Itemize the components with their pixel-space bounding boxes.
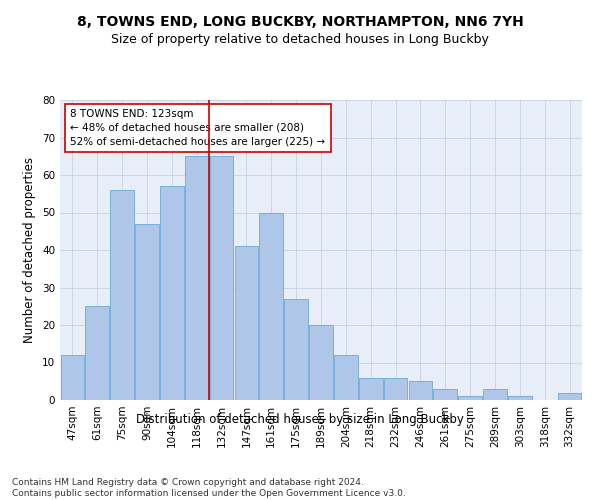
Bar bbox=[433, 389, 457, 400]
Bar bbox=[85, 306, 109, 400]
Bar bbox=[61, 355, 84, 400]
Bar bbox=[508, 396, 532, 400]
Bar bbox=[334, 355, 358, 400]
Text: Distribution of detached houses by size in Long Buckby: Distribution of detached houses by size … bbox=[136, 412, 464, 426]
Bar bbox=[110, 190, 134, 400]
Bar bbox=[160, 186, 184, 400]
Text: Size of property relative to detached houses in Long Buckby: Size of property relative to detached ho… bbox=[111, 32, 489, 46]
Bar bbox=[284, 298, 308, 400]
Bar bbox=[309, 325, 333, 400]
Bar bbox=[558, 392, 581, 400]
Bar bbox=[359, 378, 383, 400]
Text: Contains HM Land Registry data © Crown copyright and database right 2024.
Contai: Contains HM Land Registry data © Crown c… bbox=[12, 478, 406, 498]
Bar bbox=[384, 378, 407, 400]
Text: 8 TOWNS END: 123sqm
← 48% of detached houses are smaller (208)
52% of semi-detac: 8 TOWNS END: 123sqm ← 48% of detached ho… bbox=[70, 109, 326, 147]
Text: 8, TOWNS END, LONG BUCKBY, NORTHAMPTON, NN6 7YH: 8, TOWNS END, LONG BUCKBY, NORTHAMPTON, … bbox=[77, 15, 523, 29]
Bar bbox=[483, 389, 507, 400]
Bar bbox=[185, 156, 209, 400]
Bar bbox=[458, 396, 482, 400]
Bar bbox=[135, 224, 159, 400]
Bar bbox=[210, 156, 233, 400]
Y-axis label: Number of detached properties: Number of detached properties bbox=[23, 157, 37, 343]
Bar bbox=[235, 246, 258, 400]
Bar bbox=[409, 381, 432, 400]
Bar bbox=[259, 212, 283, 400]
